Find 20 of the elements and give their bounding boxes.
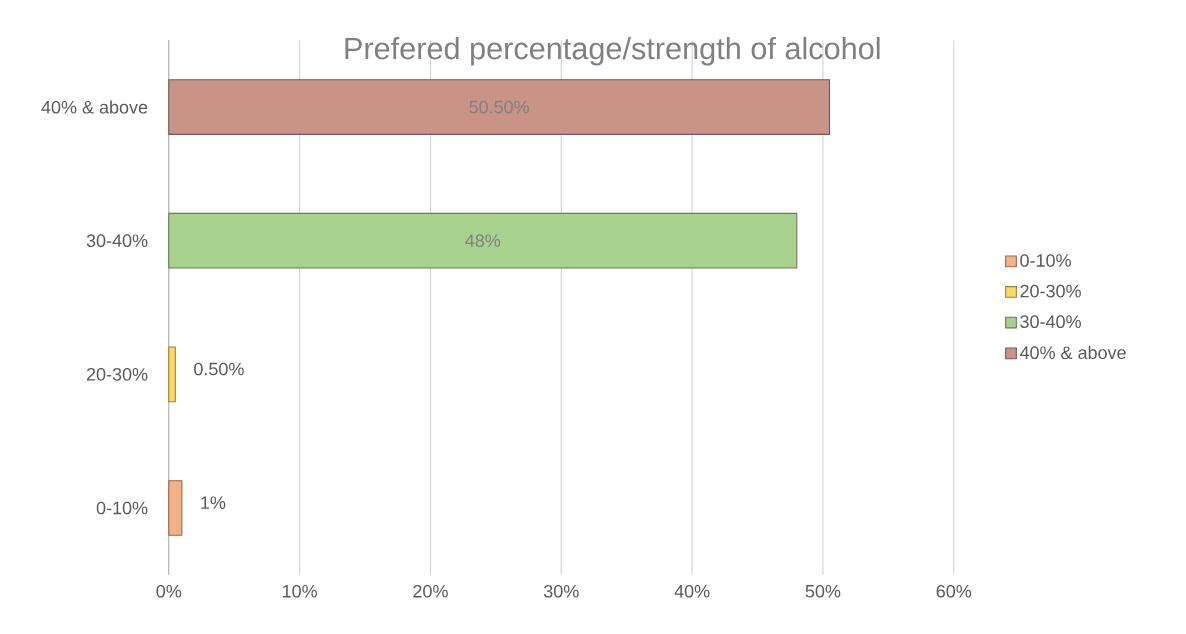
- x-tick-label: 30%: [543, 584, 579, 598]
- x-tick-label: 50%: [805, 584, 841, 598]
- x-tick-label: 60%: [936, 584, 972, 598]
- x-tick-label: 40%: [674, 584, 710, 598]
- data-label: 1%: [201, 496, 226, 509]
- x-tick-label: 0%: [156, 584, 182, 598]
- legend-label: 30-40%: [1020, 315, 1081, 329]
- y-tick-label: 40% & above: [41, 100, 148, 114]
- y-tick-label: 30-40%: [86, 234, 148, 248]
- y-tick-label: 0-10%: [96, 501, 148, 515]
- x-tick-label: 10%: [282, 584, 317, 598]
- legend-label: 20-30%: [1020, 284, 1081, 298]
- data-label: 48%: [465, 234, 501, 248]
- legend-label: 0-10%: [1020, 254, 1071, 267]
- chart-title: Prefered percentage/strength of alcohol: [345, 36, 880, 66]
- y-tick-label: 20-30%: [86, 367, 148, 381]
- legend-label: 40% & above: [1019, 345, 1126, 360]
- data-label: 0.50%: [194, 362, 244, 376]
- data-label: 50.50%: [469, 100, 530, 114]
- x-tick-label: 20%: [413, 584, 448, 598]
